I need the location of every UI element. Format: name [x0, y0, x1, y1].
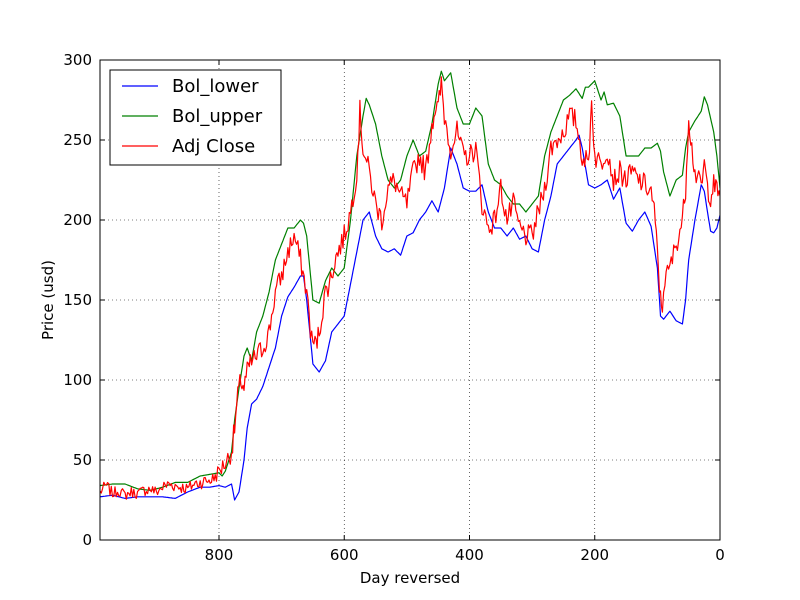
y-axis-label: Price (usd)	[39, 260, 57, 340]
legend-label-bol-upper: Bol_upper	[172, 106, 263, 127]
axis-ticks: 800 600 400 200 0 0 50 100 150 200 250 300	[63, 51, 724, 564]
legend-label-adj-close: Adj Close	[172, 136, 255, 157]
y-tick-label: 100	[63, 371, 92, 389]
y-tick-label: 200	[63, 211, 92, 229]
y-tick-label: 150	[63, 291, 92, 309]
legend: Bol_lower Bol_upper Adj Close	[109, 69, 282, 166]
x-tick-label: 200	[580, 546, 609, 564]
x-tick-label: 600	[330, 546, 359, 564]
x-axis-label: Day reversed	[360, 569, 460, 587]
y-tick-label: 250	[63, 131, 92, 149]
y-tick-label: 0	[82, 531, 92, 549]
x-tick-label: 0	[715, 546, 725, 564]
y-tick-label: 300	[63, 51, 92, 69]
x-tick-label: 800	[205, 546, 234, 564]
x-tick-label: 400	[455, 546, 484, 564]
series-line-adj-close	[100, 76, 720, 500]
y-tick-label: 50	[73, 451, 92, 469]
series-line-bol-upper	[100, 70, 720, 491]
series-layer	[100, 70, 720, 501]
legend-label-bol-lower: Bol_lower	[172, 76, 259, 97]
series-line-bol-lower	[100, 134, 720, 501]
